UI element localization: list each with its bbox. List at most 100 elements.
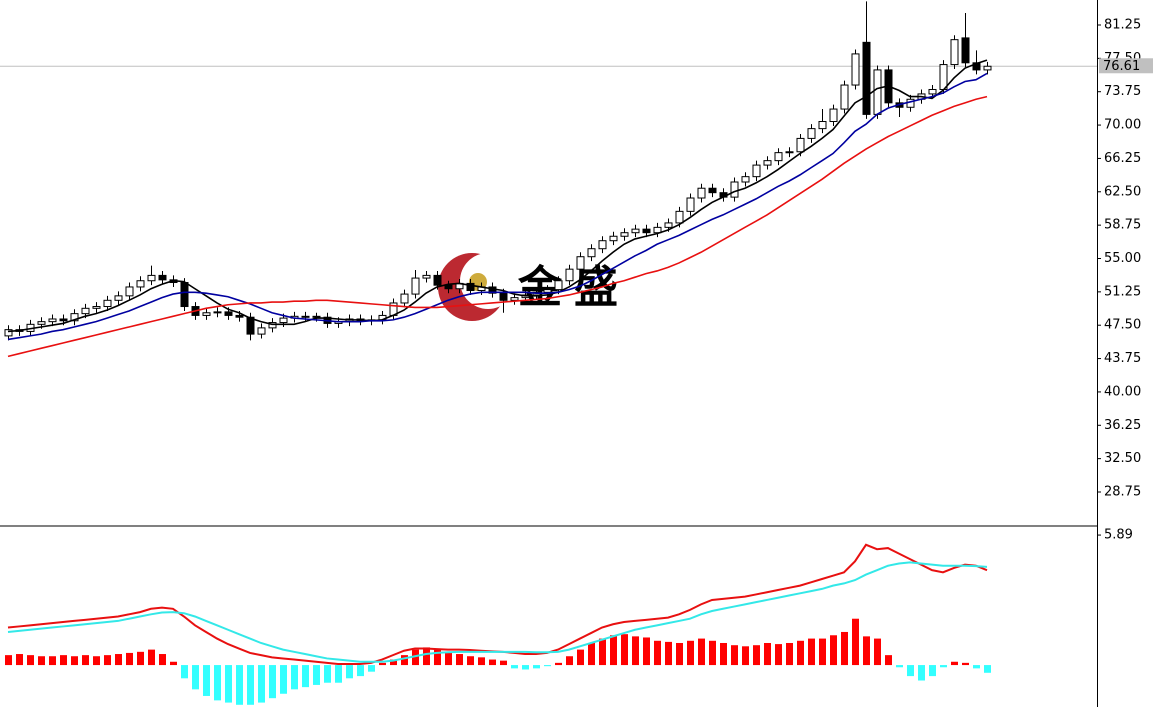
y-tick-label: 43.75 <box>1104 351 1141 366</box>
moving-average-line <box>7 59 988 333</box>
candle-body <box>466 282 475 292</box>
last-price-label: 76.61 <box>1103 59 1140 74</box>
candle-body <box>983 65 992 71</box>
histogram-bar <box>522 665 529 670</box>
histogram-bar <box>544 665 551 667</box>
histogram-bar <box>203 665 210 696</box>
candle-body <box>510 297 519 301</box>
histogram-bar <box>236 665 243 705</box>
histogram-bar <box>16 654 23 666</box>
moving-average-line <box>7 72 988 341</box>
last-price-box <box>1099 58 1153 74</box>
candle-body <box>147 274 156 282</box>
histogram-bar <box>302 665 309 688</box>
histogram-bar <box>489 659 496 666</box>
candle-body <box>928 88 937 95</box>
candle-body <box>697 187 706 199</box>
histogram-bar <box>885 655 892 666</box>
candle-body <box>81 307 90 315</box>
histogram-bar <box>401 655 408 666</box>
histogram-bar <box>918 665 925 681</box>
candle-body <box>543 289 552 293</box>
candle-body <box>411 277 420 295</box>
candle-body <box>213 311 222 314</box>
histogram-bar <box>632 636 639 666</box>
candle-body <box>59 318 68 322</box>
histogram-bar <box>49 656 56 666</box>
candle-body <box>950 39 959 66</box>
histogram-bar <box>962 662 969 666</box>
histogram-bar <box>434 649 441 666</box>
histogram-bar <box>808 638 815 666</box>
y-tick-label: 5.89 <box>1104 528 1133 543</box>
histogram-bar <box>379 662 386 666</box>
histogram-bar <box>192 665 199 690</box>
candle-body <box>312 315 321 318</box>
histogram-bar <box>874 638 881 666</box>
candle-body <box>598 240 607 250</box>
candle-body <box>125 286 134 297</box>
histogram-bar <box>984 665 991 673</box>
histogram-bar <box>346 665 353 679</box>
histogram-bar <box>753 645 760 666</box>
histogram-bar <box>665 641 672 666</box>
histogram-bar <box>951 661 958 666</box>
candle-body <box>807 128 816 139</box>
histogram-bar <box>137 651 144 666</box>
candle-body <box>103 299 112 308</box>
histogram-bar <box>335 665 342 683</box>
candle-body <box>675 210 684 224</box>
candle-body <box>92 306 101 309</box>
candle-body <box>631 228 640 234</box>
candle-body <box>37 321 46 325</box>
candle-body <box>741 176 750 183</box>
y-tick-label: 32.50 <box>1104 451 1141 466</box>
histogram-bar <box>764 642 771 666</box>
candle-body <box>609 235 618 242</box>
histogram-bar <box>159 654 166 666</box>
y-tick-label: 73.75 <box>1104 84 1141 99</box>
y-tick-label: 55.00 <box>1104 251 1141 266</box>
candle-body <box>851 53 860 86</box>
candle-body <box>4 329 13 337</box>
histogram-bar <box>313 665 320 685</box>
candle-body <box>620 232 629 237</box>
histogram-bar <box>71 656 78 666</box>
candle-body <box>873 69 882 115</box>
y-tick-label: 62.50 <box>1104 184 1141 199</box>
histogram-bar <box>170 661 177 666</box>
candle-body <box>301 315 310 318</box>
histogram-bar <box>863 636 870 666</box>
histogram-bar <box>940 665 947 668</box>
candle-body <box>257 327 266 335</box>
histogram-bar <box>654 640 661 666</box>
macd-line <box>7 561 988 663</box>
histogram-bar <box>148 649 155 666</box>
candle-body <box>752 164 761 178</box>
candle-body <box>499 292 508 301</box>
histogram-bar <box>104 655 111 666</box>
candle-body <box>818 121 827 130</box>
y-tick-label: 36.25 <box>1104 418 1141 433</box>
candle-body <box>246 316 255 335</box>
histogram-bar <box>973 665 980 669</box>
histogram-bar <box>577 649 584 666</box>
histogram-bar <box>445 651 452 666</box>
histogram-bar <box>588 642 595 666</box>
moving-average-line <box>7 95 988 358</box>
histogram-bar <box>698 638 705 666</box>
histogram-bar <box>830 635 837 666</box>
candle-body <box>202 312 211 316</box>
histogram-bar <box>390 659 397 666</box>
histogram-bar <box>225 665 232 703</box>
histogram-bar <box>38 656 45 666</box>
y-tick-label: 51.25 <box>1104 284 1141 299</box>
candle-body <box>136 280 145 288</box>
y-tick-label: 81.25 <box>1104 17 1141 32</box>
histogram-bar <box>742 646 749 666</box>
histogram-bar <box>775 644 782 666</box>
y-tick-label: 40.00 <box>1104 384 1141 399</box>
candle-body <box>235 314 244 318</box>
candle-body <box>961 37 970 64</box>
y-tick-label: 28.75 <box>1104 484 1141 499</box>
